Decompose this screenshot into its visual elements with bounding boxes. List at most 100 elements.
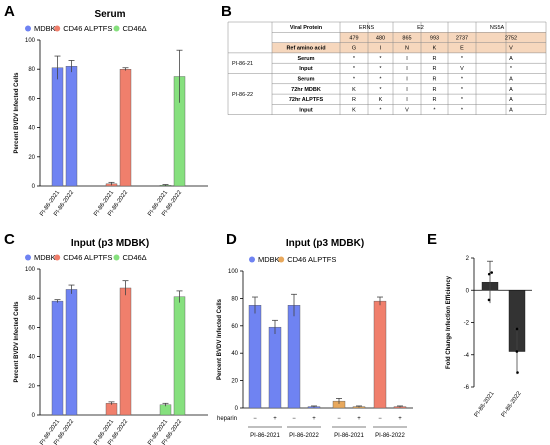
- table-b-cell: I: [406, 77, 408, 83]
- chart-e-y-label: Fold Change Infection Efficiency: [446, 275, 452, 369]
- chart-c-y-tick-label: 60: [28, 325, 35, 331]
- chart-d-bar: [288, 305, 300, 408]
- table-b-cell: *: [379, 66, 382, 72]
- table-b-cell: R: [433, 87, 437, 93]
- table-b-cell: I: [406, 56, 408, 62]
- chart-d-group-label: PI-86-2022: [289, 433, 319, 439]
- chart-e-y-tick-label: -2: [464, 321, 470, 327]
- chart-e-data-point: [516, 328, 519, 331]
- chart-a-legend-label: CD46Δ: [123, 24, 147, 33]
- table-b-ref-aa: G: [352, 46, 356, 52]
- table-b-cell: *: [353, 66, 356, 72]
- chart-d-bar: [249, 305, 261, 408]
- chart-d-heparin-sign: +: [312, 416, 316, 422]
- chart-c-legend-marker: [25, 255, 31, 261]
- chart-c-legend-marker: [54, 255, 60, 261]
- table-b-cell: K: [352, 87, 356, 93]
- chart-d-heparin-label: heparin: [217, 416, 237, 422]
- chart-c-bar: [66, 289, 77, 415]
- table-b-cell: V: [460, 66, 464, 72]
- chart-c-legend-label: CD46 ALPTFS: [63, 253, 112, 262]
- chart-c-bar: [106, 403, 117, 415]
- chart-a-y-tick-label: 80: [28, 67, 35, 73]
- table-b-cell: A: [509, 97, 513, 103]
- chart-c-bar: [160, 405, 171, 415]
- chart-a-legend-label: MDBK: [34, 24, 56, 33]
- table-b-row-label: 72hr MDBK: [291, 87, 321, 93]
- table-b-cell: A: [509, 87, 513, 93]
- chart-d-y-tick-label: 20: [231, 379, 238, 385]
- table-b-position: 479: [349, 35, 358, 41]
- chart-e-y-tick-label: -6: [464, 385, 470, 391]
- chart-d-y-tick-label: 0: [235, 406, 239, 412]
- table-b-cell: *: [379, 77, 382, 83]
- chart-d-heparin-sign: −: [253, 416, 257, 422]
- chart-a-y-tick-label: 0: [32, 184, 36, 190]
- table-b-cell: *: [353, 77, 356, 83]
- chart-d-group-label: PI-86-2021: [334, 433, 364, 439]
- table-b-ref-aa: N: [405, 46, 409, 52]
- chart-d-legend-label: CD46 ALPTFS: [287, 255, 336, 264]
- table-b-cell: K: [379, 97, 383, 103]
- chart-e-x-tick-label: PI-86-2022: [501, 390, 523, 418]
- table-b-position: 480: [376, 35, 385, 41]
- table-b-sample-label: PI-86-22: [232, 92, 253, 98]
- chart-c-y-label: Percent BVDV Infected Cells: [14, 301, 20, 383]
- chart-c-legend-label: CD46Δ: [123, 253, 147, 262]
- table-b-cell: A: [509, 107, 513, 113]
- chart-e-data-point: [516, 371, 519, 374]
- table-b-cell: R: [352, 97, 356, 103]
- chart-d-y-label: Percent BVDV Infected Cells: [217, 298, 223, 380]
- table-b-cell: A: [509, 56, 513, 62]
- chart-a-y-tick-label: 100: [25, 38, 36, 44]
- chart-c-y-tick-label: 0: [32, 413, 36, 419]
- chart-e-y-tick-label: -4: [464, 353, 470, 359]
- chart-a-bar: [66, 66, 77, 186]
- chart-e-data-point: [490, 271, 493, 274]
- chart-d-group-label: PI-86-2022: [375, 433, 405, 439]
- chart-d-heparin-sign: +: [357, 416, 361, 422]
- chart-e-y-tick-label: 2: [466, 256, 470, 262]
- table-b-cell: *: [353, 56, 356, 62]
- chart-a-y-label: Percent BVDV Infected Cells: [14, 72, 20, 154]
- chart-a-y-tick-label: 40: [28, 126, 35, 132]
- table-b-cell: R: [433, 77, 437, 83]
- chart-d-legend-marker: [278, 257, 284, 263]
- chart-c-y-tick-label: 80: [28, 296, 35, 302]
- table-b-cell: R: [433, 97, 437, 103]
- table-b-header-viral-protein: Viral Protein: [290, 25, 323, 31]
- chart-a-legend-marker: [54, 26, 60, 32]
- panel-letter-e: E: [427, 231, 437, 248]
- chart-d-legend-label: MDBK: [258, 255, 280, 264]
- chart-e-y-tick-label: 0: [466, 288, 470, 294]
- chart-c-legend-marker: [114, 255, 120, 261]
- chart-a-bar: [52, 68, 63, 186]
- table-b-cell: I: [406, 87, 408, 93]
- chart-c-title: Input (p3 MDBK): [71, 238, 149, 249]
- table-b-position: 993: [430, 35, 439, 41]
- table-b-cell: *: [433, 107, 436, 113]
- chart-d-group-label: PI-86-2021: [250, 433, 280, 439]
- table-b-position: 865: [402, 35, 411, 41]
- table-b-cell: I: [406, 97, 408, 103]
- table-b-cell: *: [379, 87, 382, 93]
- panel-letter-a: A: [4, 3, 15, 20]
- table-b-cell: *: [461, 77, 464, 83]
- chart-a-y-tick-label: 60: [28, 96, 35, 102]
- chart-a-legend-marker: [114, 26, 120, 32]
- table-b-cell: *: [461, 56, 464, 62]
- table-b-cell: R: [433, 56, 437, 62]
- table-b-header-protein: ERNS: [359, 25, 375, 31]
- chart-d-title: Input (p3 MDBK): [286, 238, 364, 249]
- panel-letter-c: C: [4, 231, 15, 248]
- chart-d-legend-marker: [249, 257, 255, 263]
- table-b-cell: *: [379, 56, 382, 62]
- table-b-header-protein: NS5A: [490, 25, 505, 31]
- chart-c-bar: [174, 297, 185, 415]
- table-b-position: 2752: [505, 35, 517, 41]
- table-b-cell: *: [461, 97, 464, 103]
- chart-e-x-tick-label: PI-86-2021: [474, 390, 496, 418]
- table-b-sample-label: PI-86-21: [232, 61, 253, 67]
- table-b-cell: A: [509, 77, 513, 83]
